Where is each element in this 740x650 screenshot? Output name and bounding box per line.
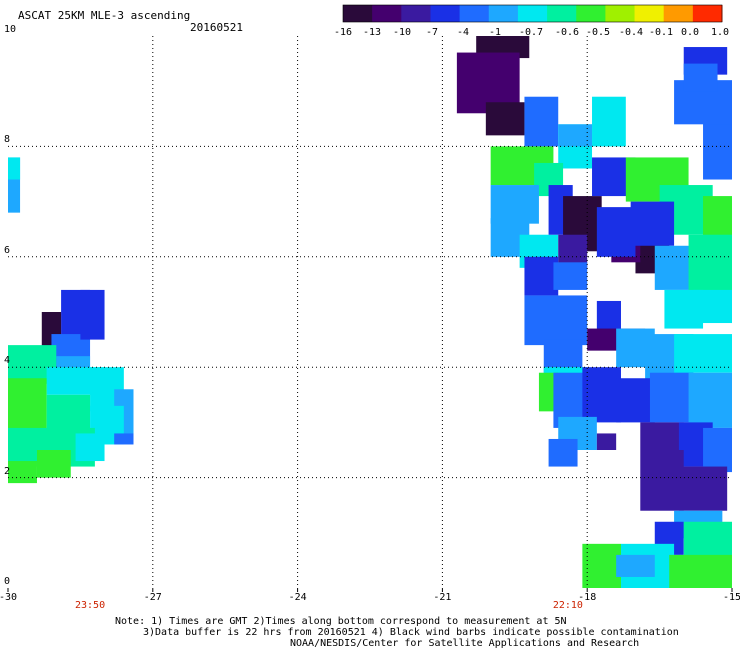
colorbar-label: 1.0 <box>710 27 730 38</box>
wind-cell <box>630 201 675 246</box>
wind-cell <box>80 289 105 340</box>
colorbar-label: -0.1 <box>648 27 674 38</box>
x-tick-label: -21 <box>433 592 452 603</box>
wind-cell <box>678 466 728 511</box>
colorbar-segment <box>401 5 431 22</box>
wind-cell <box>524 96 559 147</box>
wind-cell <box>524 256 559 296</box>
colorbar-label: -13 <box>362 27 382 38</box>
x-tick-label: -15 <box>722 592 740 603</box>
note-line-2: 3)Data buffer is 22 hrs from 20160521 4)… <box>143 627 679 638</box>
wind-cell <box>616 378 655 423</box>
wind-cell <box>582 367 621 423</box>
wind-cell <box>75 433 105 462</box>
wind-cell <box>674 334 732 373</box>
y-tick-label: 10 <box>4 24 17 35</box>
wind-cell <box>592 96 626 147</box>
wind-cell <box>8 157 21 180</box>
colorbar-label: -16 <box>333 27 353 38</box>
colorbar-label: -1 <box>488 27 502 38</box>
product-date: 20160521 <box>190 21 243 34</box>
colorbar-segment <box>663 5 694 22</box>
colorbar-label: -4 <box>456 27 470 38</box>
note-line-1: Note: 1) Times are GMT 2)Times along bot… <box>115 616 567 627</box>
time-label: 23:50 <box>74 600 106 611</box>
colorbar-label: -0.6 <box>554 27 580 38</box>
y-tick-label: 0 <box>4 576 11 587</box>
x-tick-label: -30 <box>0 592 18 603</box>
colorbar-segment <box>430 5 461 22</box>
wind-cell <box>485 102 525 136</box>
colorbar-segment <box>576 5 606 22</box>
wind-cell <box>688 372 732 428</box>
wind-cell <box>683 63 718 92</box>
wind-cell <box>693 289 732 324</box>
wind-cell <box>596 207 636 257</box>
note-line-3: NOAA/NESDIS/Center for Satellite Applica… <box>290 638 640 649</box>
x-tick-label: -27 <box>143 592 162 603</box>
y-tick-label: 8 <box>4 134 11 146</box>
plot-frame <box>7 588 733 592</box>
colorbar-segment <box>372 5 402 22</box>
colorbar-segment <box>547 5 577 22</box>
wind-cell <box>8 461 37 484</box>
wind-cell <box>548 438 578 467</box>
wind-cell <box>582 543 621 588</box>
colorbar-label: -10 <box>392 27 412 38</box>
y-tick-label: 6 <box>4 244 11 256</box>
wind-cell <box>649 372 694 423</box>
wind-cell <box>703 118 732 180</box>
wind-cell <box>688 234 732 296</box>
lat-lon-grid <box>8 36 732 588</box>
colorbar-label: -0.7 <box>518 27 544 38</box>
wind-cell <box>490 185 539 224</box>
product-title: ASCAT 25KM MLE-3 ascending <box>18 9 191 22</box>
time-label: 22:10 <box>552 600 583 611</box>
wind-cell <box>640 450 684 511</box>
colorbar-segment <box>692 5 723 22</box>
colorbar-segment <box>343 5 373 22</box>
wind-cells-layer <box>8 36 732 588</box>
colorbar-segment <box>634 5 665 22</box>
colorbar-segment <box>488 5 519 22</box>
colorbar-border <box>342 4 723 23</box>
colorbar-label: -0.4 <box>618 27 644 38</box>
y-tick-label: 4 <box>4 355 11 367</box>
colorbar-segment <box>517 5 548 22</box>
colorbar-segment <box>459 5 490 22</box>
wind-cell <box>640 422 684 450</box>
y-tick-label: 2 <box>4 465 11 477</box>
wind-cell <box>36 450 71 478</box>
wind-cell <box>553 262 588 290</box>
colorbar-label: -0.5 <box>585 27 611 38</box>
wind-cell <box>114 433 134 445</box>
colorbar-label: 0.0 <box>680 27 700 38</box>
wind-cell <box>616 554 655 577</box>
colorbar-segment <box>605 5 636 22</box>
colorbar-label: -7 <box>425 27 439 38</box>
x-tick-label: -18 <box>578 592 597 603</box>
wind-cell <box>596 433 617 450</box>
wind-cell <box>8 378 47 434</box>
wind-cell <box>669 554 732 588</box>
wind-cell <box>703 427 732 473</box>
wind-cell <box>524 295 588 346</box>
colorbar <box>342 4 723 23</box>
wind-cell <box>558 124 593 147</box>
x-tick-label: -24 <box>288 592 307 603</box>
wind-cell <box>654 245 694 290</box>
